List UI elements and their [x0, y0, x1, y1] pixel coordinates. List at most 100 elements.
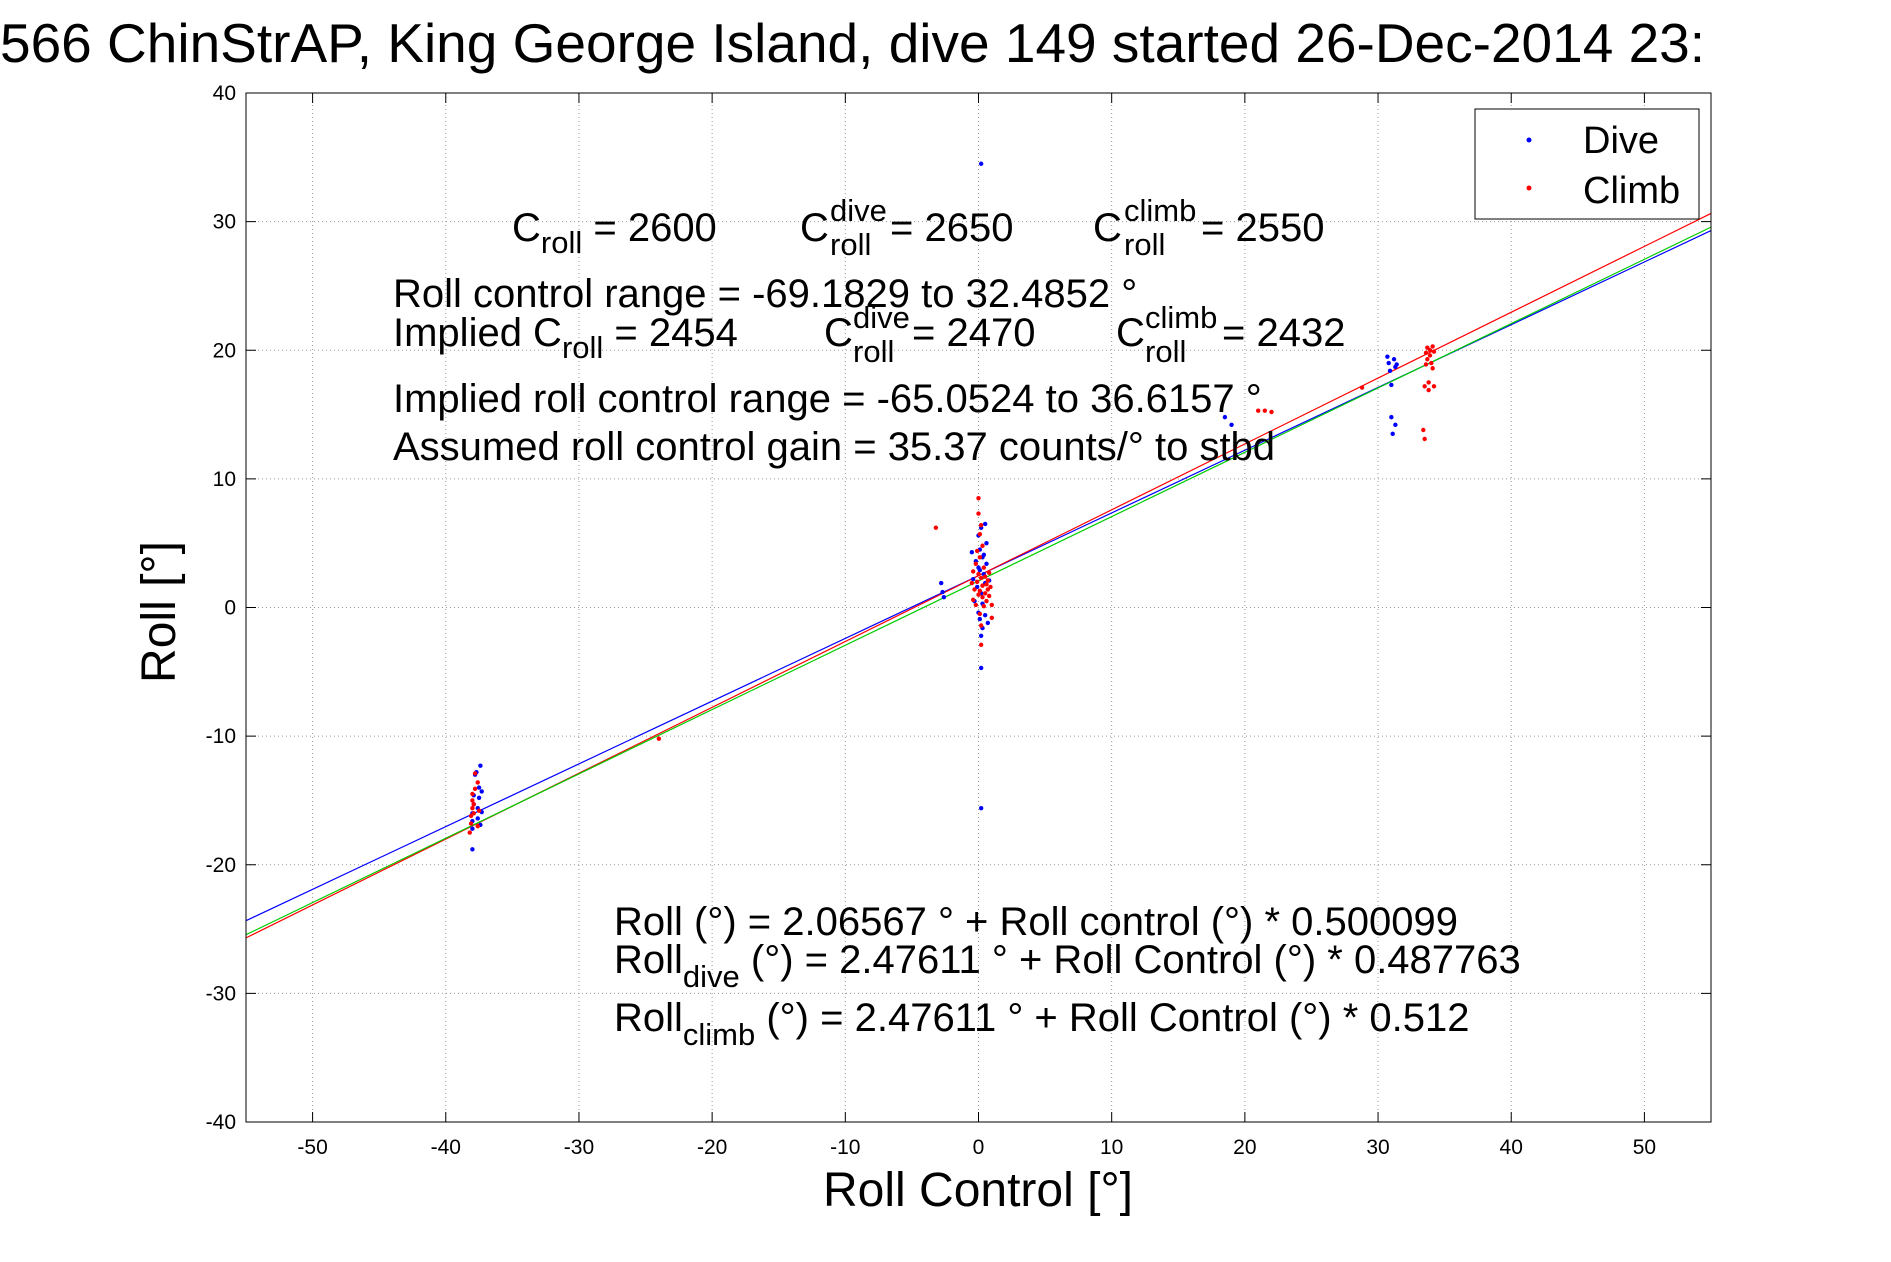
data-point [1430, 366, 1435, 371]
y-tick-label: 30 [213, 211, 236, 234]
annotation-implied-dive-value: = 2470 [912, 311, 1035, 355]
plot-area: -50 -40 -30 -20 -10 0 10 20 30 40 50 -40 -30 -20 -10 0… [206, 82, 1712, 1159]
data-point [974, 579, 980, 584]
legend-climb-label: Climb [1583, 170, 1680, 212]
data-point [981, 604, 987, 609]
data-point [969, 549, 975, 555]
data-point [472, 771, 478, 776]
legend-box [1474, 108, 1700, 220]
data-point [977, 616, 983, 622]
data-point [982, 521, 988, 527]
data-point [1269, 409, 1274, 415]
annotation-c-roll-climb-sub: roll [1124, 227, 1165, 262]
x-tick-label: 40 [1500, 1136, 1523, 1159]
data-point [475, 823, 480, 829]
data-point [1387, 368, 1393, 374]
annotation-implied-climb-value: = 2432 [1222, 311, 1345, 355]
data-point [981, 565, 987, 570]
data-point [986, 570, 992, 575]
y-axis-label: Roll [°] [133, 541, 186, 683]
data-point [1427, 348, 1433, 353]
data-point [1222, 414, 1228, 420]
y-tick-label: 20 [213, 339, 236, 362]
data-point [470, 791, 475, 797]
data-point [984, 540, 989, 546]
data-point [1422, 436, 1427, 442]
x-tick-label: -40 [431, 1136, 461, 1159]
data-point [981, 552, 987, 557]
data-point [1389, 414, 1394, 420]
y-tick-label: -10 [206, 725, 236, 748]
data-point [1390, 431, 1395, 437]
y-tick-label: 40 [213, 82, 236, 105]
annotation-c-roll-climb-sup: climb [1124, 193, 1196, 228]
annotation-roll-control-range: Roll control range = -69.1829 to 32.4852… [393, 272, 1137, 316]
data-point [479, 789, 484, 794]
data-point [978, 642, 984, 648]
legend-climb-marker [1526, 185, 1532, 191]
data-point [1391, 357, 1397, 362]
data-point [478, 763, 483, 768]
data-point [476, 795, 482, 801]
data-point [1431, 384, 1437, 389]
annotation-c-roll-dive: C [800, 206, 829, 250]
data-point [472, 786, 478, 792]
data-point [984, 598, 989, 604]
data-point [941, 595, 947, 600]
data-point [978, 665, 984, 671]
data-point [985, 578, 991, 583]
annotation-c-roll-dive-sup: dive [830, 193, 887, 228]
data-point [475, 816, 480, 821]
data-point [978, 805, 984, 811]
annotation-implied-dive-sub: roll [853, 334, 894, 369]
data-point [982, 613, 988, 618]
data-point [1429, 360, 1434, 366]
series-climb [467, 344, 1437, 835]
data-point [974, 548, 980, 554]
data-point [978, 575, 984, 581]
data-point [982, 574, 988, 579]
x-tick-label: -30 [564, 1136, 594, 1159]
x-tick-label: -10 [830, 1136, 860, 1159]
data-point [978, 522, 984, 528]
legend-dive-marker [1526, 137, 1532, 143]
data-point [1359, 385, 1365, 390]
annotation-implied-climb-sub: roll [1145, 334, 1186, 369]
annotation-implied-c-roll-climb: C [1116, 311, 1145, 355]
annotation-gain: Assumed roll control gain = 35.37 counts… [393, 425, 1275, 469]
annotation-c-roll-climb: C [1093, 206, 1122, 250]
data-point [1430, 344, 1435, 349]
data-point [468, 821, 474, 826]
data-point [475, 780, 480, 785]
data-point [976, 511, 981, 516]
data-point [1422, 384, 1427, 389]
data-point [1386, 360, 1391, 366]
data-point [1423, 362, 1429, 367]
data-point [939, 580, 944, 586]
data-point [940, 589, 945, 595]
annotation-c-roll-dive-sub: roll [830, 227, 871, 262]
y-tick-label: 10 [213, 468, 236, 491]
annotation-implied-climb-sup: climb [1145, 300, 1217, 335]
legend: Dive Climb [1474, 108, 1700, 220]
data-point [1421, 427, 1426, 433]
data-point [980, 595, 985, 600]
annotation-implied-c-roll-dive: C [824, 311, 853, 355]
data-point [977, 611, 983, 617]
data-point [980, 583, 985, 588]
data-point [1262, 408, 1268, 413]
data-point [980, 543, 985, 548]
data-point [977, 588, 983, 593]
data-point [972, 587, 977, 592]
data-point [976, 495, 981, 501]
data-point [982, 591, 988, 596]
annotation-c-roll-climb-value: = 2550 [1201, 206, 1324, 250]
x-tick-label: -50 [297, 1136, 327, 1159]
legend-dive-label: Dive [1583, 120, 1659, 162]
annotations: Croll = 2600 C dive roll = 2650 C climb … [393, 193, 1521, 1052]
data-point [470, 805, 475, 811]
data-point [1255, 408, 1261, 413]
data-point [970, 569, 976, 574]
data-point [978, 623, 984, 628]
